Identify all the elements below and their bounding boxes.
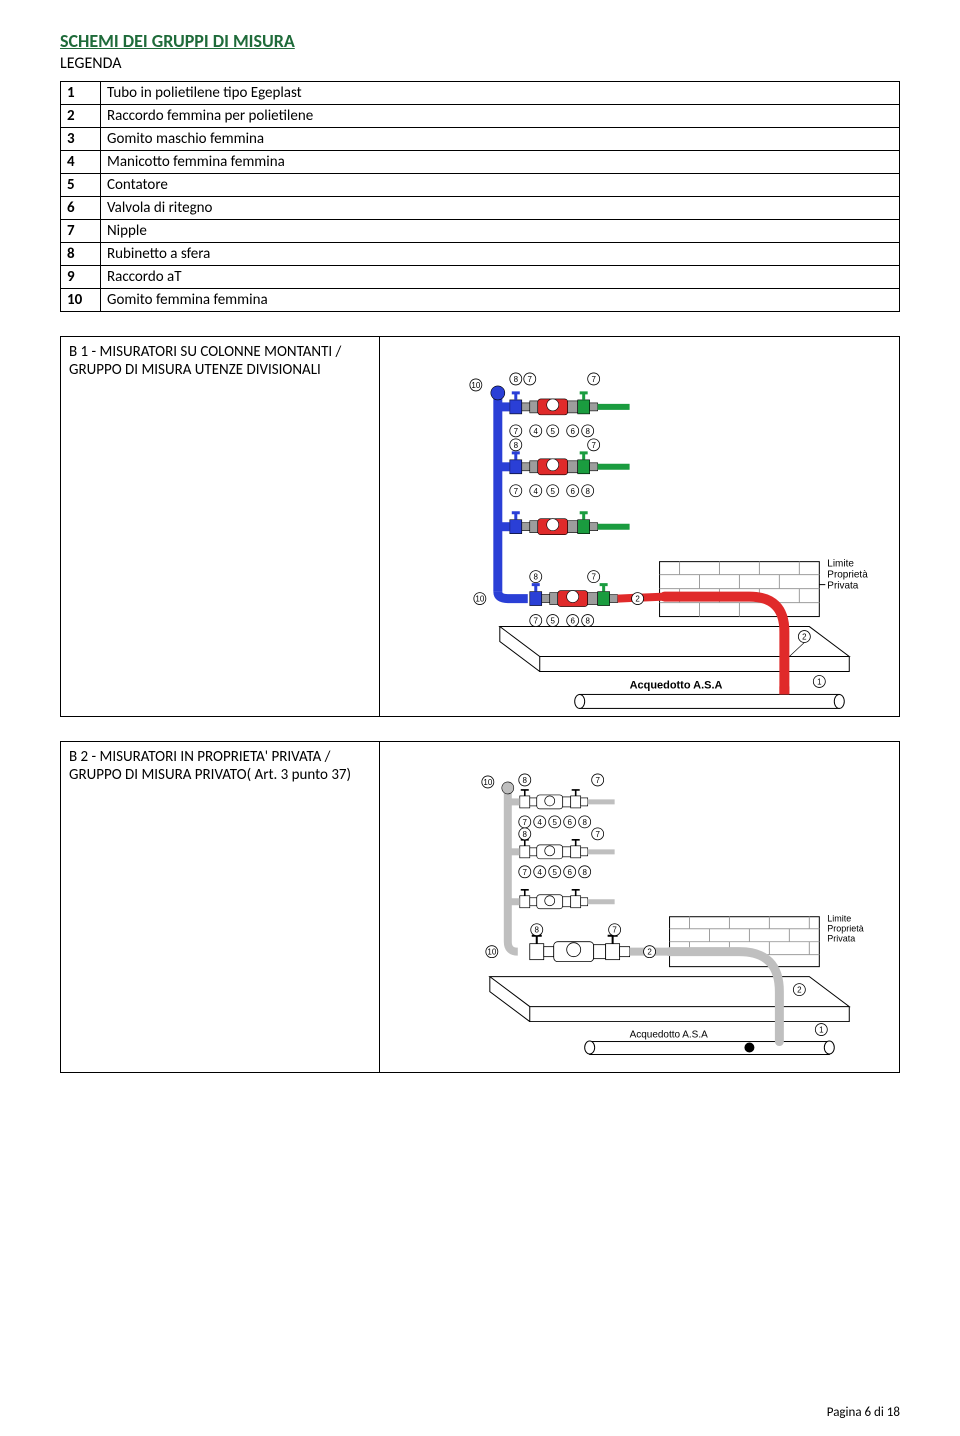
diagram-b1: Limite Proprietà Privata bbox=[380, 337, 899, 716]
legend-text: Manicotto femmina femmina bbox=[101, 151, 900, 174]
svg-text:8: 8 bbox=[582, 868, 587, 877]
section-b1-diagram-cell: Limite Proprietà Privata bbox=[379, 337, 899, 717]
legend-text: Raccordo aT bbox=[101, 266, 900, 289]
brick-wall bbox=[659, 562, 819, 617]
svg-text:8: 8 bbox=[533, 573, 538, 582]
svg-text:1: 1 bbox=[819, 1026, 824, 1035]
svg-text:2: 2 bbox=[635, 595, 640, 604]
svg-text:10: 10 bbox=[483, 778, 492, 787]
svg-text:7: 7 bbox=[591, 573, 596, 582]
svg-text:7: 7 bbox=[522, 868, 527, 877]
legend-row: 2Raccordo femmina per polietilene bbox=[61, 105, 900, 128]
legend-text: Contatore bbox=[101, 174, 900, 197]
legend-num: 4 bbox=[61, 151, 101, 174]
svg-text:4: 4 bbox=[533, 427, 538, 436]
legend-row: 9Raccordo aT bbox=[61, 266, 900, 289]
svg-text:8: 8 bbox=[585, 427, 590, 436]
svg-text:8: 8 bbox=[522, 776, 527, 785]
section-b2-diagram-cell: Limite Proprietà Privata bbox=[379, 742, 899, 1072]
legend-row: 8Rubinetto a sfera bbox=[61, 243, 900, 266]
svg-text:8: 8 bbox=[522, 830, 527, 839]
svg-text:5: 5 bbox=[552, 868, 557, 877]
legend-num: 7 bbox=[61, 220, 101, 243]
legend-text: Gomito maschio femmina bbox=[101, 128, 900, 151]
svg-text:5: 5 bbox=[550, 427, 555, 436]
svg-text:4: 4 bbox=[537, 818, 542, 827]
svg-text:1: 1 bbox=[817, 677, 822, 686]
svg-text:8: 8 bbox=[585, 617, 590, 626]
svg-text:6: 6 bbox=[570, 427, 575, 436]
legend-text: Valvola di ritegno bbox=[101, 197, 900, 220]
svg-text:7: 7 bbox=[591, 441, 596, 450]
svg-text:6: 6 bbox=[567, 818, 572, 827]
acquedotto-label-b2: Acquedotto A.S.A bbox=[629, 1030, 707, 1041]
legend-text: Nipple bbox=[101, 220, 900, 243]
legend-row: 10Gomito femmina femmina bbox=[61, 289, 900, 312]
svg-text:7: 7 bbox=[595, 830, 600, 839]
legend-text: Gomito femmina femmina bbox=[101, 289, 900, 312]
svg-text:2: 2 bbox=[802, 633, 807, 642]
svg-text:8: 8 bbox=[585, 487, 590, 496]
svg-text:4: 4 bbox=[533, 487, 538, 496]
svg-text:10: 10 bbox=[475, 595, 484, 604]
legend-row: 5Contatore bbox=[61, 174, 900, 197]
legend-num: 5 bbox=[61, 174, 101, 197]
svg-text:7: 7 bbox=[595, 776, 600, 785]
svg-text:6: 6 bbox=[570, 617, 575, 626]
section-b2-caption: B 2 - MISURATORI IN PROPRIETA' PRIVATA /… bbox=[61, 742, 380, 1072]
page-footer: Pagina 6 di 18 bbox=[827, 1405, 900, 1420]
svg-text:8: 8 bbox=[513, 441, 518, 450]
svg-text:7: 7 bbox=[527, 375, 532, 384]
legend-num: 3 bbox=[61, 128, 101, 151]
svg-text:8: 8 bbox=[534, 926, 539, 935]
legend-num: 10 bbox=[61, 289, 101, 312]
legend-num: 2 bbox=[61, 105, 101, 128]
section-b1-caption: B 1 - MISURATORI SU COLONNE MONTANTI / G… bbox=[61, 337, 380, 717]
svg-text:2: 2 bbox=[647, 948, 652, 957]
legend-row: 4Manicotto femmina femmina bbox=[61, 151, 900, 174]
legend-num: 1 bbox=[61, 82, 101, 105]
page-subtitle: LEGENDA bbox=[60, 54, 900, 73]
svg-text:5: 5 bbox=[550, 487, 555, 496]
section-b1: B 1 - MISURATORI SU COLONNE MONTANTI / G… bbox=[60, 336, 900, 717]
legend-row: 3Gomito maschio femmina bbox=[61, 128, 900, 151]
svg-text:4: 4 bbox=[537, 868, 542, 877]
svg-text:7: 7 bbox=[513, 487, 518, 496]
svg-text:7: 7 bbox=[522, 818, 527, 827]
legend-text: Raccordo femmina per polietilene bbox=[101, 105, 900, 128]
legend-text: Rubinetto a sfera bbox=[101, 243, 900, 266]
svg-text:5: 5 bbox=[550, 617, 555, 626]
svg-text:8: 8 bbox=[513, 375, 518, 384]
svg-text:7: 7 bbox=[612, 926, 617, 935]
svg-text:7: 7 bbox=[513, 427, 518, 436]
legend-text: Tubo in polietilene tipo Egeplast bbox=[101, 82, 900, 105]
svg-text:2: 2 bbox=[797, 986, 802, 995]
svg-text:7: 7 bbox=[533, 617, 538, 626]
acquedotto-label-b1: Acquedotto A.S.A bbox=[629, 679, 722, 691]
svg-text:8: 8 bbox=[582, 818, 587, 827]
legend-num: 8 bbox=[61, 243, 101, 266]
section-b2: B 2 - MISURATORI IN PROPRIETA' PRIVATA /… bbox=[60, 741, 900, 1072]
svg-text:10: 10 bbox=[487, 948, 496, 957]
svg-text:6: 6 bbox=[567, 868, 572, 877]
svg-text:6: 6 bbox=[570, 487, 575, 496]
svg-text:7: 7 bbox=[591, 375, 596, 384]
legend-num: 6 bbox=[61, 197, 101, 220]
legend-row: 6Valvola di ritegno bbox=[61, 197, 900, 220]
legend-row: 7Nipple bbox=[61, 220, 900, 243]
diagram-b2: Limite Proprietà Privata bbox=[380, 742, 899, 1071]
legend-table: 1Tubo in polietilene tipo Egeplast2Racco… bbox=[60, 81, 900, 312]
legend-row: 1Tubo in polietilene tipo Egeplast bbox=[61, 82, 900, 105]
svg-text:5: 5 bbox=[552, 818, 557, 827]
page-title: SCHEMI DEI GRUPPI DI MISURA bbox=[60, 30, 900, 52]
legend-num: 9 bbox=[61, 266, 101, 289]
svg-text:10: 10 bbox=[471, 381, 480, 390]
